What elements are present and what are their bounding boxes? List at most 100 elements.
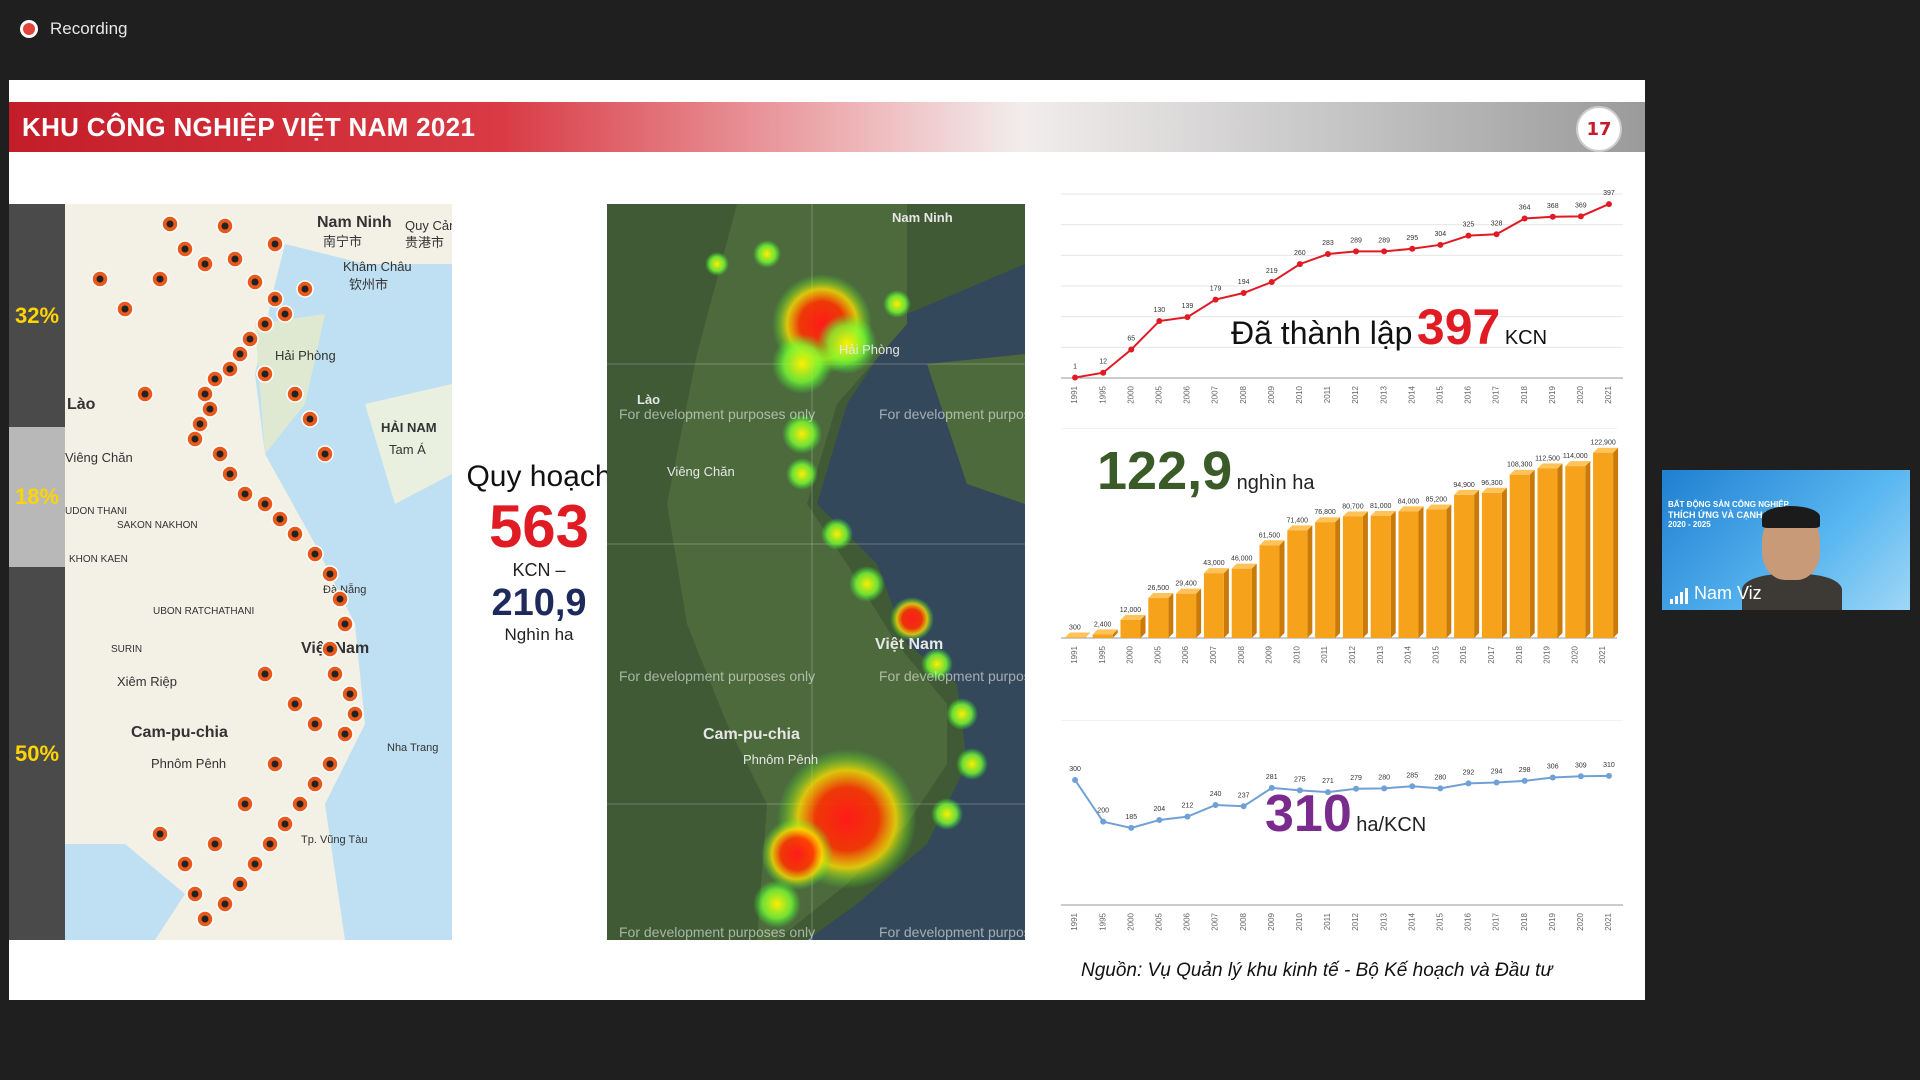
data-label: 368 [1547, 203, 1559, 210]
x-tick-label: 2014 [1407, 912, 1416, 930]
bar [1481, 492, 1502, 638]
data-label: 2,400 [1094, 621, 1112, 628]
industrial-zone-pin [231, 345, 249, 363]
data-label: 280 [1378, 774, 1390, 781]
industrial-zone-pin [271, 510, 289, 528]
x-tick-label: 2006 [1183, 385, 1192, 403]
industrial-zone-pin [306, 775, 324, 793]
data-point [1296, 261, 1303, 268]
x-tick-label: 2021 [1604, 385, 1613, 403]
industrial-zone-pin [236, 795, 254, 813]
data-point [1324, 789, 1331, 796]
series-line [1074, 774, 1609, 829]
data-label: 298 [1519, 767, 1531, 774]
region-percentage-bar: 32% 18% 50% [9, 204, 65, 940]
data-label: 12 [1099, 359, 1107, 366]
data-label: 309 [1575, 762, 1587, 769]
map-label: Hải Phòng [839, 342, 900, 357]
industrial-zone-pin [321, 640, 339, 658]
recording-indicator[interactable]: Recording [20, 19, 128, 39]
data-label: 280 [1435, 774, 1447, 781]
data-label: 364 [1519, 205, 1531, 212]
x-tick-label: 2008 [1239, 385, 1248, 403]
data-label: 96,300 [1481, 480, 1503, 487]
map-label: Tp. Vũng Tàu [301, 834, 368, 846]
x-tick-label: 2013 [1379, 912, 1388, 930]
participant-body [1742, 574, 1842, 610]
map-label: Cam-pu-chia [131, 724, 228, 741]
industrial-zone-pin [296, 280, 314, 298]
data-point [1409, 783, 1416, 790]
data-label: 81,000 [1370, 503, 1392, 510]
map-label: 钦州市 [349, 277, 389, 292]
map-label: Tam Á [389, 442, 426, 457]
x-tick-label: 2009 [1267, 385, 1276, 403]
area-value: 122,9 [1097, 441, 1233, 501]
slide-title-banner: KHU CÔNG NGHIỆP VIỆT NAM 2021 17 [9, 102, 1645, 152]
map-label: Quy Cảm [405, 218, 452, 233]
data-label: 289 [1378, 237, 1390, 244]
industrial-area-chart: 1991 1995 2000 2005 2006 2007 2008 2009 2010 2011… [1051, 428, 1631, 678]
data-point [1156, 318, 1163, 325]
x-tick-label: 2015 [1431, 645, 1440, 663]
industrial-zone-pin [261, 835, 279, 853]
data-point [1184, 314, 1191, 321]
bar-side [1112, 629, 1118, 638]
data-label: 139 [1182, 303, 1194, 310]
planning-area: 210,9 [491, 582, 587, 624]
industrial-zone-pin [221, 360, 239, 378]
data-point [1353, 248, 1360, 255]
industrial-zone-pin [266, 290, 284, 308]
recording-label: Recording [50, 19, 128, 38]
bar-top [1565, 461, 1591, 467]
data-label: 369 [1575, 202, 1587, 209]
data-point [1268, 279, 1275, 286]
data-label: 300 [1069, 766, 1081, 773]
data-point [1072, 374, 1079, 381]
data-label: 76,800 [1314, 509, 1336, 516]
x-tick-label: 2010 [1295, 385, 1304, 403]
industrial-zone-pin [201, 400, 219, 418]
bar [1342, 516, 1363, 638]
source-note: Nguồn: Vụ Quản lý khu kinh tế - Bộ Kế ho… [1081, 960, 1553, 981]
x-tick-label: 1991 [1070, 912, 1079, 930]
x-tick-label: 2005 [1154, 912, 1163, 930]
industrial-zone-pin [321, 565, 339, 583]
data-point [1493, 231, 1500, 238]
bar [1203, 573, 1224, 638]
bar-top [1509, 469, 1535, 475]
bar-top [1537, 463, 1563, 469]
map-label: Việt Nam [875, 636, 944, 653]
slide-title: KHU CÔNG NGHIỆP VIỆT NAM 2021 [22, 112, 476, 142]
bar-side [1168, 593, 1174, 638]
data-label: 130 [1154, 307, 1166, 314]
industrial-zone-pin [196, 910, 214, 928]
x-tick-label: 2010 [1295, 912, 1304, 930]
x-tick-label: 2019 [1543, 645, 1552, 663]
bar [1092, 634, 1113, 638]
data-label: 204 [1154, 806, 1166, 813]
meeting-topbar: Recording [0, 0, 1920, 60]
map-label: Phnôm Pênh [151, 756, 227, 771]
data-point [1605, 772, 1612, 779]
data-label: 275 [1294, 776, 1306, 783]
industrial-zone-pin [256, 315, 274, 333]
bar-top [1593, 447, 1619, 453]
industrial-zone-pin [341, 685, 359, 703]
map-label: SURIN [111, 644, 143, 655]
avg-unit: ha/KCN [1356, 814, 1427, 836]
x-tick-label: 2007 [1211, 385, 1220, 403]
map-label: Viêng Chăn [65, 450, 133, 465]
bar-side [1251, 563, 1257, 638]
industrial-zone-pin-map: Nam Ninh 南宁市 Quy Cảm 贵港市 Khâm Châu 钦州市 L… [65, 204, 452, 940]
participant-video-tile[interactable]: BẤT ĐỘNG SẢN CÔNG NGHIỆP THÍCH ỨNG VÀ CẠ… [1662, 470, 1910, 610]
bar-side [1223, 568, 1229, 638]
data-point [1577, 773, 1584, 780]
x-tick-label: 2013 [1379, 385, 1388, 403]
participant-name: Nam Viz [1694, 583, 1762, 603]
signal-strength-icon [1670, 588, 1688, 604]
bar-top [1148, 593, 1174, 599]
x-tick-label: 2011 [1323, 912, 1332, 930]
area-unit: nghìn ha [1236, 472, 1315, 494]
x-tick-label: 2005 [1154, 385, 1163, 403]
